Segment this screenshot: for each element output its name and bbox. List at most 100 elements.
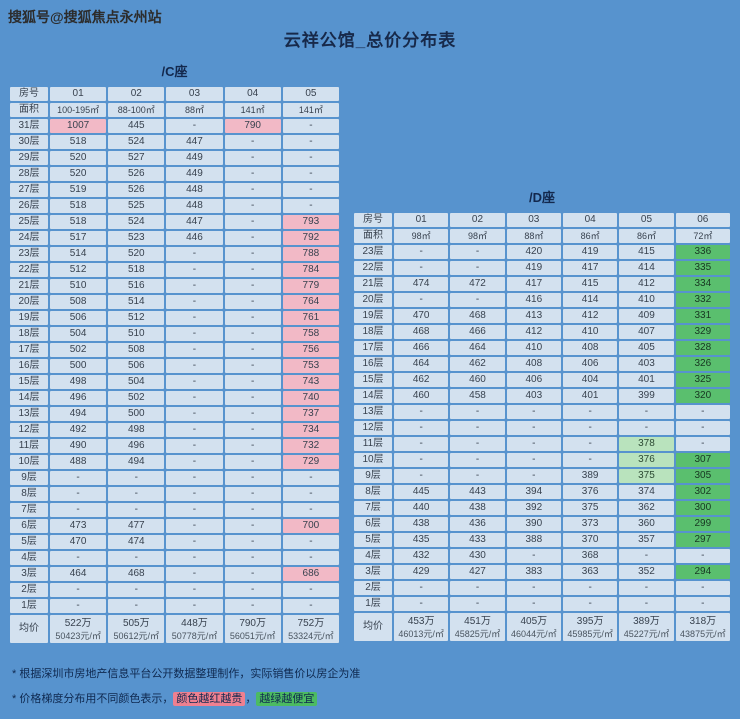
floor-row: 19层 470 468 413 412 409 331 bbox=[354, 309, 730, 323]
price-cell: - bbox=[224, 551, 281, 565]
price-cell: 360 bbox=[619, 517, 674, 531]
price-cell: - bbox=[224, 583, 281, 597]
floor-row: 10层 - - - -376 307 bbox=[354, 453, 730, 467]
price-cell: 523 bbox=[108, 231, 165, 245]
floor-row: 23层 514 520- -788 bbox=[10, 247, 339, 261]
note-legend-red-highlight: 颜色越红越贵 bbox=[173, 692, 246, 706]
price-cell: - bbox=[166, 391, 223, 405]
price-cell: 518 bbox=[50, 135, 107, 149]
price-cell: - bbox=[224, 343, 281, 357]
price-cell: - bbox=[282, 151, 339, 165]
price-cell: - bbox=[166, 359, 223, 373]
area-cell: 141㎡ bbox=[282, 103, 339, 117]
price-cell: - bbox=[50, 551, 107, 565]
floor-label: 5层 bbox=[10, 535, 48, 549]
price-cell: - bbox=[224, 439, 281, 453]
price-cell: 449 bbox=[166, 151, 223, 165]
price-cell: - bbox=[506, 405, 561, 419]
price-cell: 494 bbox=[108, 455, 165, 469]
floor-row: 8层 - - - - - bbox=[10, 487, 339, 501]
price-cell: 326 bbox=[675, 357, 730, 371]
price-cell: - bbox=[166, 247, 223, 261]
price-cell: - bbox=[282, 199, 339, 213]
price-cell: 508 bbox=[50, 295, 107, 309]
price-cell: 446 bbox=[166, 231, 223, 245]
price-cell: 498 bbox=[50, 375, 107, 389]
price-cell: - bbox=[166, 423, 223, 437]
price-cell: 392 bbox=[506, 501, 561, 515]
avg-unit-price: 46044元/㎡ bbox=[511, 628, 557, 639]
price-cell: 700 bbox=[282, 519, 339, 533]
floor-label: 10层 bbox=[10, 455, 48, 469]
floor-label: 18层 bbox=[10, 327, 48, 341]
floor-row: 21层 510 516- -779 bbox=[10, 279, 339, 293]
price-cell: 502 bbox=[50, 343, 107, 357]
price-cell: 305 bbox=[675, 469, 730, 483]
price-cell: 445 bbox=[394, 485, 449, 499]
price-table-c-body: 房号 01 02 03 04 05 面积 100-195㎡ 88-100㎡ 88㎡ 141㎡ 141㎡… bbox=[10, 87, 339, 643]
price-cell: 414 bbox=[562, 293, 618, 307]
price-cell: 488 bbox=[50, 455, 107, 469]
floor-label: 22层 bbox=[354, 261, 392, 275]
floor-label: 22层 bbox=[10, 263, 48, 277]
floor-row: 27层 519 526 448- - bbox=[10, 183, 339, 197]
price-cell: - bbox=[282, 503, 339, 517]
avg-cell: 505万 50612元/㎡ bbox=[108, 615, 165, 643]
floor-row: 29层 520 527 449- - bbox=[10, 151, 339, 165]
price-cell: - bbox=[394, 581, 449, 595]
price-cell: - bbox=[450, 261, 505, 275]
price-table-d: 房号 01 02 03 04 05 06 面积 98㎡ 98㎡ 88㎡ 86㎡ 86㎡ 72㎡ 23层 - -4… bbox=[352, 211, 732, 643]
price-cell: 331 bbox=[675, 309, 730, 323]
floor-row: 18层 504 510- -758 bbox=[10, 327, 339, 341]
price-cell: - bbox=[50, 471, 107, 485]
price-cell: 508 bbox=[108, 343, 165, 357]
price-cell: - bbox=[394, 245, 449, 259]
price-cell: - bbox=[450, 421, 505, 435]
area-row: 面积 98㎡ 98㎡ 88㎡ 86㎡ 86㎡ 72㎡ bbox=[354, 229, 730, 243]
avg-cell: 790万 56051元/㎡ bbox=[224, 615, 281, 643]
price-table-c: 房号 01 02 03 04 05 面积 100-195㎡ 88-100㎡ 88㎡ 141㎡ 141㎡… bbox=[8, 85, 341, 645]
price-cell: - bbox=[282, 119, 339, 133]
avg-cell: 752万 53324元/㎡ bbox=[282, 615, 339, 643]
floor-row: 13层 - - - - - - bbox=[354, 405, 730, 419]
floor-row: 31层 1007 445-790- bbox=[10, 119, 339, 133]
price-cell: - bbox=[224, 199, 281, 213]
price-cell: 458 bbox=[450, 389, 505, 403]
floor-label: 17层 bbox=[10, 343, 48, 357]
price-cell: - bbox=[619, 581, 674, 595]
price-cell: - bbox=[166, 311, 223, 325]
price-cell: 784 bbox=[282, 263, 339, 277]
floor-label: 6层 bbox=[10, 519, 48, 533]
floor-row: 12层 - - - - - - bbox=[354, 421, 730, 435]
area-cell: 100-195㎡ bbox=[50, 103, 107, 117]
note-legend-prefix: * 价格梯度分布用不同颜色表示， bbox=[12, 693, 174, 705]
floor-row: 22层 - -419 417 414 335 bbox=[354, 261, 730, 275]
price-cell: 496 bbox=[108, 439, 165, 453]
price-cell: - bbox=[224, 471, 281, 485]
price-cell: - bbox=[224, 391, 281, 405]
price-cell: 443 bbox=[450, 485, 505, 499]
price-cell: 512 bbox=[50, 263, 107, 277]
price-cell: - bbox=[394, 597, 449, 611]
price-cell: - bbox=[166, 503, 223, 517]
floor-label: 7层 bbox=[354, 501, 392, 515]
price-cell: 466 bbox=[450, 325, 505, 339]
price-cell: - bbox=[224, 375, 281, 389]
price-cell: - bbox=[506, 549, 561, 563]
building-c-label: /C座 bbox=[161, 64, 188, 79]
price-cell: - bbox=[450, 245, 505, 259]
price-cell: - bbox=[506, 421, 561, 435]
price-cell: 518 bbox=[50, 199, 107, 213]
price-cell: - bbox=[166, 471, 223, 485]
room-number-row: 房号 01 02 03 04 05 06 bbox=[354, 213, 730, 227]
price-cell: 362 bbox=[619, 501, 674, 515]
price-cell: - bbox=[166, 327, 223, 341]
price-cell: 413 bbox=[506, 309, 561, 323]
price-cell: - bbox=[224, 407, 281, 421]
price-cell: 737 bbox=[282, 407, 339, 421]
price-cell: - bbox=[282, 167, 339, 181]
price-cell: 477 bbox=[108, 519, 165, 533]
price-cell: - bbox=[562, 597, 618, 611]
price-cell: 520 bbox=[50, 151, 107, 165]
floor-label: 7层 bbox=[10, 503, 48, 517]
